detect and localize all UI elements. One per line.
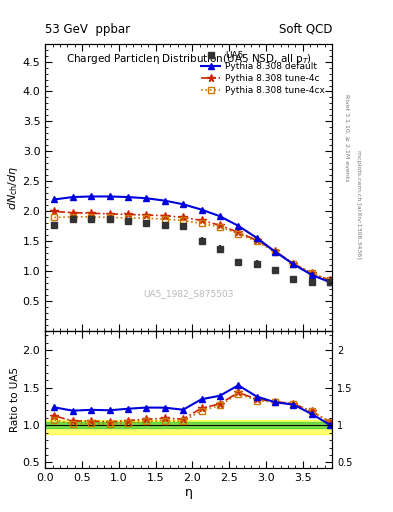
Text: 53 GeV  ppbar: 53 GeV ppbar [45, 23, 130, 36]
Y-axis label: $dN_\mathrm{ch}/d\eta$: $dN_\mathrm{ch}/d\eta$ [6, 165, 20, 209]
Bar [45, 422, 332, 428]
Bar [45, 420, 332, 434]
Y-axis label: Ratio to UA5: Ratio to UA5 [10, 368, 20, 433]
Legend: UA5, Pythia 8.308 default, Pythia 8.308 tune-4c, Pythia 8.308 tune-4cx: UA5, Pythia 8.308 default, Pythia 8.308 … [198, 48, 328, 98]
X-axis label: η: η [185, 486, 193, 499]
Text: Charged Particleη Distribution(UA5 NSD, all p$_T$): Charged Particleη Distribution(UA5 NSD, … [66, 52, 312, 66]
Text: UA5_1982_S875503: UA5_1982_S875503 [143, 289, 234, 298]
Text: Soft QCD: Soft QCD [279, 23, 332, 36]
Text: mcplots.cern.ch [arXiv:1306.3436]: mcplots.cern.ch [arXiv:1306.3436] [356, 151, 361, 259]
Text: Rivet 3.1.10, ≥ 2.1M events: Rivet 3.1.10, ≥ 2.1M events [344, 95, 349, 182]
